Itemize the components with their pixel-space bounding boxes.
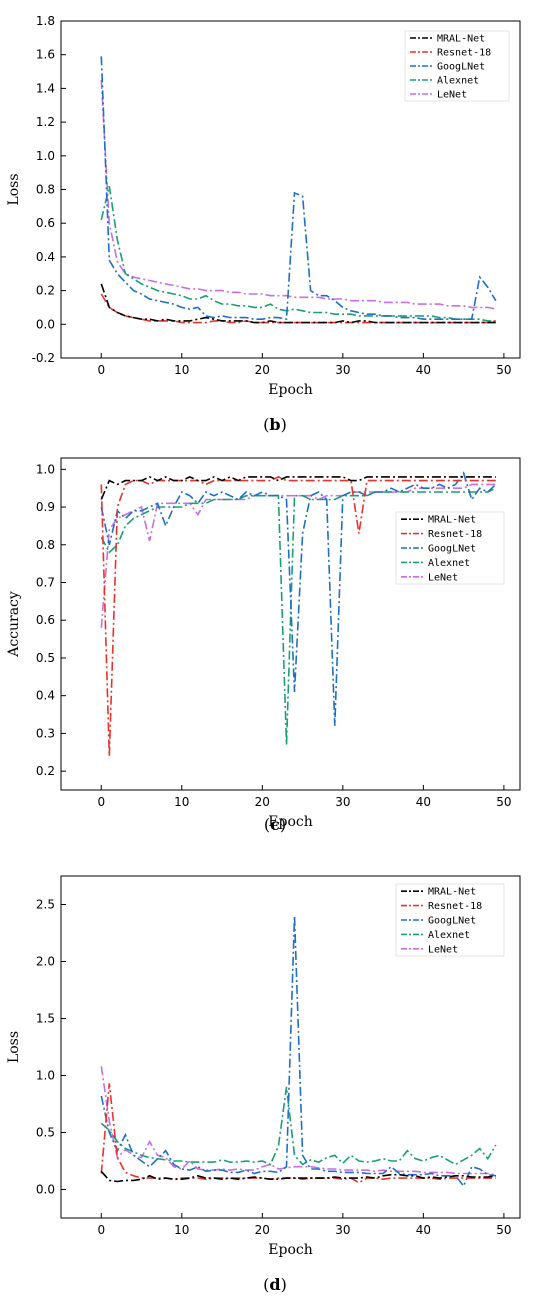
legend-entry: Alexnet <box>428 558 470 569</box>
x-tick-label: 0 <box>97 795 105 809</box>
legend-entry: GoogLNet <box>437 62 485 73</box>
series-line-mral-net <box>100 476 496 500</box>
y-tick-label: 0.4 <box>36 250 55 264</box>
y-axis-label: Loss <box>6 173 22 205</box>
series-line-mral-net <box>100 283 496 324</box>
y-axis-label: Accuracy <box>6 591 22 658</box>
y-tick-label: -0.2 <box>32 351 55 365</box>
x-tick-label: 10 <box>174 1223 189 1237</box>
series-line-alexnet <box>100 487 497 745</box>
y-tick-label: 1.5 <box>36 1012 55 1026</box>
x-tick-label: 40 <box>416 795 431 809</box>
legend-entry: Resnet-18 <box>428 529 482 540</box>
legend-entry: Resnet-18 <box>428 901 482 912</box>
series-line-alexnet <box>100 1086 497 1166</box>
legend-entry: MRAL-Net <box>437 34 485 45</box>
y-tick-label: 0.0 <box>36 317 55 331</box>
x-tick-label: 50 <box>496 795 511 809</box>
panel-caption: (b) <box>263 415 287 434</box>
x-tick-label: 20 <box>255 1223 270 1237</box>
y-tick-label: 1.0 <box>36 1069 55 1083</box>
x-tick-label: 20 <box>255 363 270 377</box>
series-line-resnet-18 <box>100 1083 496 1184</box>
legend-entry: MRAL-Net <box>428 515 476 526</box>
legend: MRAL-Net Resnet-18 GoogLNet Alexnet LeNet <box>404 30 510 102</box>
plot-frame <box>60 875 521 1219</box>
plot-frame <box>60 457 521 791</box>
chart-panel-b: 0 10 20 30 40 50 -0.2 0.0 0.2 0.4 0.6 0.8 1.0 1.2 1.4 1… <box>6 14 521 434</box>
y-tick-label: 1.4 <box>36 81 55 95</box>
y-tick-label: 1.6 <box>36 48 55 62</box>
series-line-googlnet <box>100 56 497 321</box>
series-line-mral-net <box>100 1170 496 1183</box>
legend-entry: Alexnet <box>428 930 470 941</box>
y-tick-label: 1.2 <box>36 115 55 129</box>
legend-entry: LeNet <box>437 90 467 101</box>
x-tick-label: 0 <box>97 363 105 377</box>
series-line-lenet <box>100 483 496 628</box>
legend-entry: GoogLNet <box>428 916 476 927</box>
x-tick-label: 30 <box>335 363 350 377</box>
series-line-googlnet <box>100 915 496 1188</box>
series-line-resnet-18 <box>100 293 496 324</box>
y-tick-label: 0.7 <box>36 576 55 590</box>
legend: MRAL-Net Resnet-18 GoogLNet Alexnet LeNet <box>395 883 505 957</box>
chart-panel-d: 0 10 20 30 40 50 0.0 0.5 1.0 1.5 2.0 2.5 Epoch Loss MR… <box>6 875 521 1294</box>
series-line-lenet <box>100 79 496 310</box>
legend-entry: LeNet <box>428 944 458 955</box>
y-tick-label: 0.6 <box>36 613 55 627</box>
legend-entry: Resnet-18 <box>437 48 491 59</box>
y-tick-label: 0.8 <box>36 538 55 552</box>
x-tick-label: 50 <box>496 363 511 377</box>
x-axis-label: Epoch <box>268 382 312 398</box>
series-line-lenet <box>100 1066 496 1176</box>
x-tick-label: 50 <box>496 1223 511 1237</box>
y-tick-label: 0.2 <box>36 284 55 298</box>
panel-caption: (c) <box>264 815 286 834</box>
x-tick-label: 10 <box>174 363 189 377</box>
x-tick-label: 40 <box>416 1223 431 1237</box>
series-group <box>100 471 497 757</box>
series-group <box>100 56 497 324</box>
legend: MRAL-Net Resnet-18 GoogLNet Alexnet LeNet <box>395 511 505 585</box>
y-tick-label: 1.0 <box>36 462 55 476</box>
x-tick-label: 10 <box>174 795 189 809</box>
x-axis-label: Epoch <box>268 1242 312 1258</box>
series-line-alexnet <box>100 185 496 322</box>
x-tick-label: 20 <box>255 795 270 809</box>
series-line-googlnet <box>100 471 497 726</box>
panel-caption: (d) <box>263 1275 287 1294</box>
y-tick-label: 0.6 <box>36 216 55 230</box>
legend-entry: Alexnet <box>437 76 479 87</box>
y-tick-label: 0.5 <box>36 651 55 665</box>
y-tick-label: 1.8 <box>36 14 55 28</box>
chart-panel-c: 0 10 20 30 40 50 0.2 0.3 0.4 0.5 0.6 0.7 0.8 0.9 1.0 Ep… <box>6 457 521 834</box>
y-tick-label: 2.0 <box>36 955 55 969</box>
x-tick-label: 0 <box>97 1223 105 1237</box>
y-tick-label: 0.0 <box>36 1183 55 1197</box>
y-tick-label: 0.9 <box>36 500 55 514</box>
x-tick-label: 40 <box>416 363 431 377</box>
legend-entry: MRAL-Net <box>428 887 476 898</box>
x-tick-label: 30 <box>335 795 350 809</box>
legend-entry: GoogLNet <box>428 544 476 555</box>
series-group <box>100 915 497 1188</box>
y-tick-label: 0.5 <box>36 1126 55 1140</box>
y-tick-label: 1.0 <box>36 149 55 163</box>
x-axis-label: Epoch <box>268 814 312 830</box>
y-tick-label: 0.4 <box>36 689 55 703</box>
y-axis-label: Loss <box>6 1031 22 1063</box>
x-tick-label: 30 <box>335 1223 350 1237</box>
y-tick-label: 2.5 <box>36 898 55 912</box>
y-tick-label: 0.2 <box>36 764 55 778</box>
y-tick-label: 0.3 <box>36 726 55 740</box>
y-tick-label: 0.8 <box>36 183 55 197</box>
legend-entry: LeNet <box>428 572 458 583</box>
